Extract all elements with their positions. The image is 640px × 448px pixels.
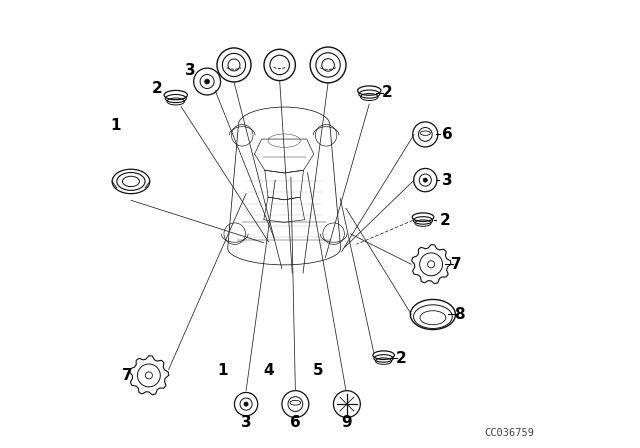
Text: CC036759: CC036759 [484,428,534,438]
Text: 1: 1 [110,118,121,133]
Text: 2: 2 [382,85,392,100]
Text: 3: 3 [241,414,252,430]
Circle shape [244,402,248,406]
Text: 7: 7 [451,257,462,272]
Text: 9: 9 [342,414,352,430]
Text: 6: 6 [442,127,452,142]
Circle shape [423,178,428,182]
Text: 1: 1 [218,363,228,379]
Text: 8: 8 [454,307,465,322]
Text: 2: 2 [152,81,163,96]
Text: 7: 7 [122,368,132,383]
Text: 3: 3 [442,172,452,188]
Text: 2: 2 [440,213,451,228]
Text: 5: 5 [312,363,323,379]
Text: 2: 2 [396,351,407,366]
Text: 4: 4 [263,363,274,379]
Text: 6: 6 [290,414,301,430]
Text: 3: 3 [185,63,195,78]
Circle shape [205,79,209,84]
